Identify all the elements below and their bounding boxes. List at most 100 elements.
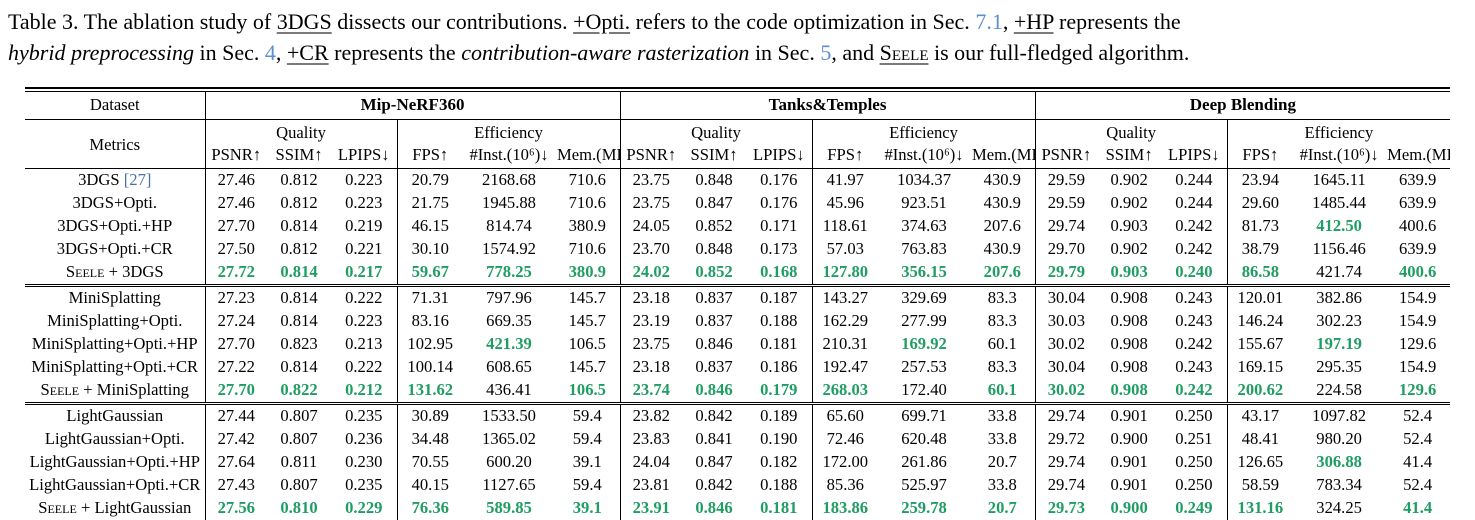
cell: 710.6 xyxy=(555,168,621,192)
method-name: LightGaussian xyxy=(66,406,164,426)
method-name: MiniSplatting+Opti.+HP xyxy=(31,334,198,354)
cell: 23.18 xyxy=(620,283,683,310)
cell: 0.812 xyxy=(280,193,318,213)
caption-text: Table 3. The ablation study of xyxy=(8,9,277,34)
cell: 0.908 xyxy=(1110,380,1148,400)
cell: 23.74 xyxy=(632,380,670,400)
cell: 525.97 xyxy=(901,475,947,495)
method-name: 3DGS+Opti. xyxy=(72,193,157,213)
cell: 0.223 xyxy=(331,168,398,192)
dataset-header-label: Dataset xyxy=(25,91,206,121)
cell: 0.810 xyxy=(280,498,318,518)
cell: 27.46 xyxy=(217,170,255,190)
row-label: Seele + 3DGS xyxy=(25,260,206,286)
cell: 0.812 xyxy=(280,170,318,190)
cell: 0.176 xyxy=(746,168,813,192)
cell: 0.823 xyxy=(280,334,318,354)
cell: 0.171 xyxy=(746,214,813,238)
cell: 30.10 xyxy=(411,239,449,259)
cell: 129.6 xyxy=(1398,334,1437,354)
dataset-name: Deep Blending xyxy=(1035,91,1451,121)
table-row: MiniSplatting+Opti. 27.24 0.814 0.223 83.16 6… xyxy=(25,309,1450,333)
cell: 421.39 xyxy=(486,334,532,354)
cell: 86.58 xyxy=(1241,262,1280,282)
cell: 0.842 xyxy=(682,401,747,428)
method-name-smallcaps: Seele xyxy=(38,498,77,518)
cell: 23.81 xyxy=(632,475,670,495)
cell: 59.4 xyxy=(555,474,621,498)
cell: 0.848 xyxy=(695,170,733,190)
metric-column-header: LPIPS↓ xyxy=(746,144,813,169)
cell: 58.59 xyxy=(1241,475,1280,495)
cell: 30.03 xyxy=(1047,311,1086,331)
section-link[interactable]: 5 xyxy=(820,39,832,65)
cell: 0.240 xyxy=(1161,260,1228,286)
cell: 0.846 xyxy=(695,380,733,400)
cell: 24.02 xyxy=(632,262,670,282)
metric-column-header: Mem.(MB)↓ xyxy=(555,144,621,169)
row-label: 3DGS+Opti.+HP xyxy=(25,214,206,238)
cell: 0.807 xyxy=(280,429,318,449)
cell: 0.222 xyxy=(331,283,398,310)
cell: 0.822 xyxy=(280,380,318,400)
cell: 257.53 xyxy=(901,357,947,377)
cell: 102.95 xyxy=(407,334,454,354)
cell: 0.181 xyxy=(746,497,813,520)
cell: 65.60 xyxy=(812,401,879,428)
section-link[interactable]: 7.1 xyxy=(975,9,1003,34)
cell: 0.250 xyxy=(1161,474,1228,498)
cell: 0.188 xyxy=(746,474,813,498)
metric-column-header: SSIM↑ xyxy=(1097,144,1162,169)
section-link[interactable]: 4 xyxy=(264,39,276,65)
method-name: + 3DGS xyxy=(104,262,164,282)
cell: 0.235 xyxy=(331,401,398,428)
cell: 0.190 xyxy=(746,427,813,451)
cell: 0.846 xyxy=(695,498,733,518)
cell: 0.901 xyxy=(1110,475,1148,495)
cell: 52.4 xyxy=(1385,401,1451,428)
cell: 45.96 xyxy=(826,193,864,213)
cell: 0.242 xyxy=(1161,378,1228,404)
cell: 23.70 xyxy=(632,239,670,259)
metric-column-header: SSIM↑ xyxy=(682,144,747,169)
cell: 778.25 xyxy=(486,262,532,282)
cell: 30.02 xyxy=(1047,334,1086,354)
cell: 27.64 xyxy=(217,452,255,472)
cell: 0.908 xyxy=(1110,357,1148,377)
cell: 23.91 xyxy=(632,498,670,518)
cell: 169.15 xyxy=(1237,357,1284,377)
cell: 0.814 xyxy=(280,216,318,236)
cell: 100.14 xyxy=(407,357,454,377)
cell: 29.74 xyxy=(1035,401,1098,428)
method-name: 3DGS xyxy=(78,170,120,190)
cell: 0.222 xyxy=(331,355,398,379)
method-name: MiniSplatting+Opti. xyxy=(47,311,183,331)
cell: 129.6 xyxy=(1398,380,1437,400)
cell: 72.46 xyxy=(826,429,864,449)
table-row: LightGaussian+Opti.+CR 27.43 0.807 0.235 40.… xyxy=(25,474,1450,498)
table-row: MiniSplatting+Opti.+CR 27.22 0.814 0.222 100… xyxy=(25,355,1450,379)
cell: 589.85 xyxy=(486,498,532,518)
cell: 0.807 xyxy=(280,475,318,495)
cell: 0.814 xyxy=(280,357,318,377)
cell: 0.188 xyxy=(746,309,813,333)
cell: 0.235 xyxy=(331,474,398,498)
cell: 797.96 xyxy=(463,283,555,310)
cell: 29.74 xyxy=(1047,475,1086,495)
caption-text: hybrid preprocessing xyxy=(8,39,194,65)
cell: 0.242 xyxy=(1161,237,1228,261)
cell: 30.04 xyxy=(1047,357,1086,377)
cell: 20.7 xyxy=(970,450,1036,474)
metric-column-header: FPS↑ xyxy=(812,144,879,169)
citation-link[interactable]: [27] xyxy=(123,170,152,190)
cell: 0.842 xyxy=(695,475,733,495)
cell: 210.31 xyxy=(822,334,869,354)
cell: 27.72 xyxy=(217,262,255,282)
caption-text: , xyxy=(275,39,287,65)
cell: 23.19 xyxy=(632,311,670,331)
cell: 600.20 xyxy=(486,452,532,472)
cell: 0.187 xyxy=(746,283,813,310)
cell: 1645.11 xyxy=(1312,170,1366,190)
cell: 0.841 xyxy=(695,429,733,449)
cell: 41.97 xyxy=(826,170,864,190)
